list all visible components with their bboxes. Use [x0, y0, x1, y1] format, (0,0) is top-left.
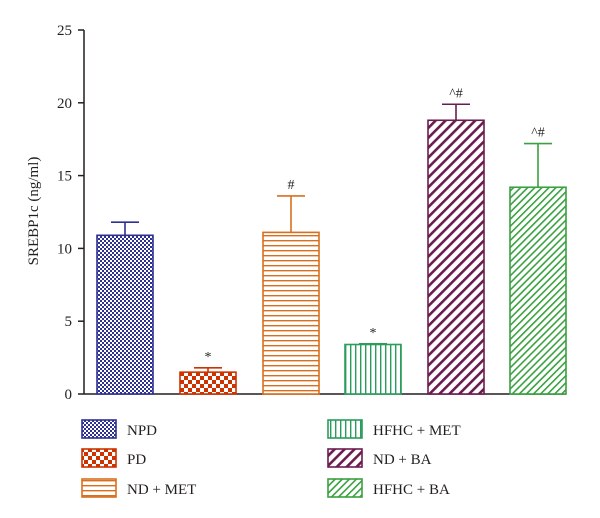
bar-nd-met [262, 231, 320, 395]
legend-swatch [81, 478, 117, 498]
significance-label: # [288, 178, 295, 193]
legend-swatch [327, 419, 363, 439]
legend-swatch [327, 448, 363, 468]
significance-label: * [370, 326, 377, 341]
legend-label: ND + BA [373, 452, 432, 468]
legend-label: PD [127, 452, 146, 468]
bar-hfhc-met [344, 343, 402, 395]
legend-swatch [81, 448, 117, 468]
significance-label: * [205, 350, 212, 365]
legend-swatch [327, 478, 363, 498]
legend-swatch [81, 419, 117, 439]
legend: NPD PD ND + MET HFHC + MET ND + BA HFHC + BA [81, 419, 461, 498]
y-tick-label: 0 [65, 387, 73, 403]
bar-nd-ba [427, 119, 485, 395]
bars: * # * ^# ^# [96, 86, 567, 395]
y-axis-title: SREBP1c (ng/ml) [26, 157, 42, 266]
legend-label: NPD [127, 423, 157, 439]
significance-label: ^# [531, 126, 545, 141]
bar-npd [96, 234, 154, 395]
y-tick-label: 20 [57, 96, 72, 112]
y-tick-label: 15 [57, 169, 72, 185]
y-tick-label: 25 [57, 23, 72, 39]
bar-pd [179, 371, 237, 395]
significance-label: ^# [449, 86, 463, 101]
y-axis: 0 5 10 15 20 25 [57, 23, 566, 403]
y-tick-label: 10 [57, 241, 72, 257]
bar-hfhc-ba [509, 186, 567, 395]
y-tick-label: 5 [65, 314, 73, 330]
legend-label: HFHC + BA [373, 482, 450, 498]
legend-label: ND + MET [127, 482, 196, 498]
legend-label: HFHC + MET [373, 423, 461, 439]
